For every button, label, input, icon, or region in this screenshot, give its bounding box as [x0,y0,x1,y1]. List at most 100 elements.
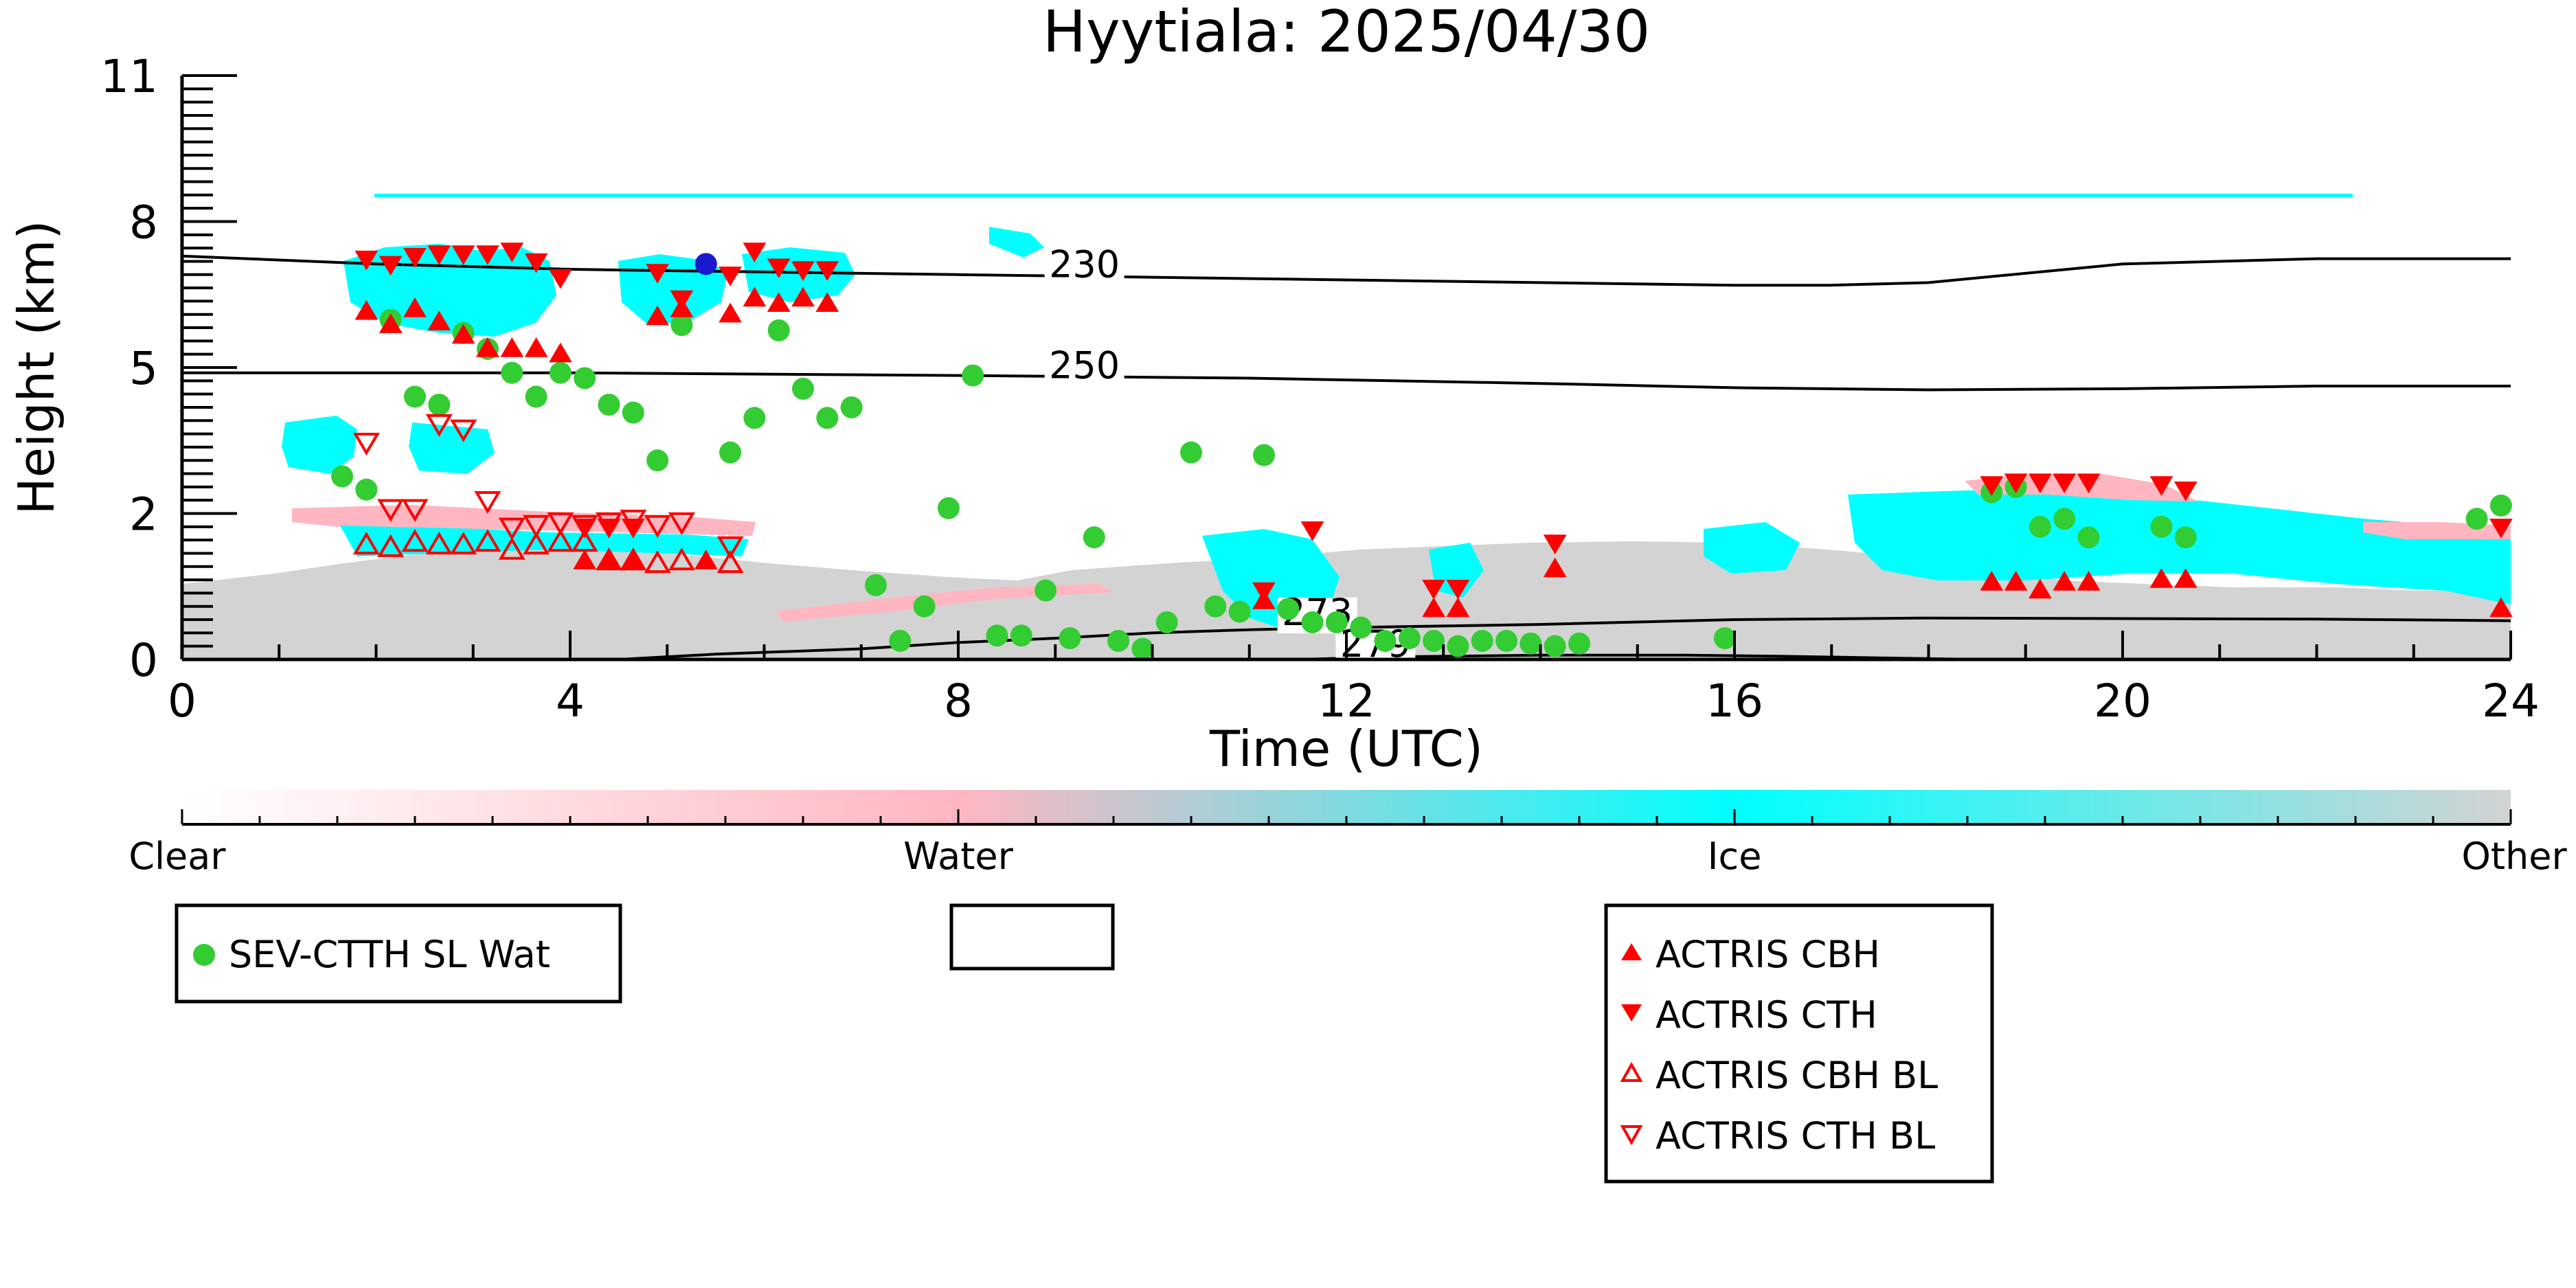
point [816,407,839,429]
chart-title: Hyytiala: 2025/04/30 [1043,0,1650,65]
point [354,250,379,271]
point [719,302,742,323]
colorbar-label-other: Other [2461,835,2567,878]
point [379,313,403,333]
point [644,515,671,538]
point [1374,629,1397,652]
contour-line-250 [182,371,2511,392]
contour-label-bg [1044,350,1125,387]
point [2053,508,2076,530]
point [670,290,694,310]
point [743,407,766,429]
point [1252,582,1276,602]
ice-cloud-10 [1704,522,1800,574]
ice-cloud-5 [409,422,495,474]
point [815,292,839,312]
series-actris-cth [354,242,2513,602]
point [474,529,501,552]
water-cloud-4 [776,584,1113,622]
point [2489,519,2513,539]
point [1471,629,1493,652]
x-ticks: 0 4 8 12 16 20 24 [168,631,2540,727]
series-sev-ctth-sl-wat [331,308,2512,660]
point [2029,515,2051,538]
point [1035,579,1057,602]
point [2077,571,2101,591]
point [355,478,378,501]
point [354,300,379,320]
point [913,595,936,618]
legend-sev-box [174,903,622,1004]
point [427,245,451,265]
point [2004,571,2028,591]
point [1713,627,1736,650]
legend-cth-marker [1621,1004,1642,1021]
point [864,574,887,596]
point [476,245,499,265]
point [596,512,622,536]
point [425,531,453,555]
colorbar-label-water: Water [903,835,1013,878]
point [401,499,429,522]
y-tick-label: 8 [129,196,158,249]
point [2149,476,2173,496]
point [524,253,548,273]
point [1495,629,1518,652]
legend-sev: SEV-CTTH SL Wat [174,903,622,1004]
point [646,305,669,326]
point [377,499,405,522]
y-ticks: 0 2 5 8 11 [100,50,237,687]
point [743,286,767,307]
point [646,449,669,472]
point [719,267,742,286]
point [1422,580,1445,600]
x-tick-label: 12 [1318,675,1375,727]
x-tick-label: 20 [2094,675,2151,727]
point [1277,598,1300,620]
point [500,242,524,262]
point [451,324,475,344]
point [450,419,477,442]
point [2077,526,2100,549]
point [889,629,912,652]
point [523,531,550,555]
point [792,377,814,400]
ice-cloud-1 [343,244,556,337]
point [1180,441,1202,464]
legend-cbh-label: ACTRIS CBH [1656,933,1880,976]
point [644,550,671,574]
colorbar-label-ice: Ice [1708,835,1762,878]
legend-cbh-bl-marker [1620,1061,1643,1082]
point [2053,571,2077,591]
point [524,337,548,357]
point [500,337,524,357]
point [425,414,453,438]
point [767,292,791,312]
point [1543,534,1567,554]
point [2029,473,2052,494]
point [2173,568,2197,588]
point [743,242,767,262]
point [719,441,742,464]
point [2029,578,2052,599]
point [1010,624,1032,647]
point [498,517,526,541]
point [450,531,477,555]
point [668,512,695,536]
legend-sev-marker [193,944,215,966]
legend-cbh-bl-label: ACTRIS CBH BL [1656,1054,1938,1097]
point [377,534,405,557]
point [598,394,620,416]
point [1447,635,1469,657]
legend-actris-box [1604,903,1994,1184]
point [1543,557,1567,578]
point [1228,600,1251,623]
legend-cth-bl-label: ACTRIS CTH BL [1656,1114,1935,1157]
point [547,512,574,536]
point [404,385,426,408]
series-actris-cth-bl [352,414,744,559]
point [2465,508,2488,530]
point [501,361,523,384]
ice-cloud-4 [282,416,357,474]
